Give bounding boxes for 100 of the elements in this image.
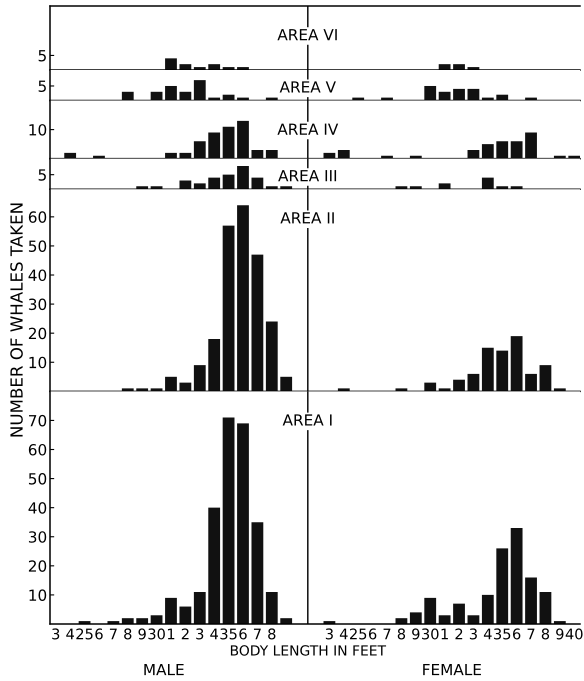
bar [179, 382, 192, 392]
x-tick-label: 4 [210, 628, 218, 640]
x-tick-label: 8 [398, 628, 406, 640]
bar [496, 94, 508, 101]
bar [237, 205, 249, 392]
bar [525, 577, 537, 624]
x-tick-label: 3 [326, 628, 333, 640]
x-tick-label: 3 [470, 628, 477, 640]
bar [266, 322, 278, 392]
bar [194, 80, 206, 101]
x-tick-label: 9 [138, 628, 146, 640]
bar [179, 92, 192, 101]
bar [482, 348, 494, 392]
bar [208, 132, 220, 159]
bar [266, 592, 278, 624]
y-tick-label: 40 [28, 269, 46, 282]
x-tick-label: 4 [484, 628, 492, 640]
bar [222, 94, 234, 101]
bar [237, 120, 249, 159]
x-tick-label: 6 [239, 628, 247, 640]
y-tick-label: 10 [29, 124, 46, 136]
y-tick-label: 60 [28, 444, 46, 456]
y-tick-label: 30 [28, 298, 46, 310]
bar [222, 418, 234, 624]
x-tick-label: 25 [350, 628, 366, 640]
text: AREA I [282, 414, 332, 426]
bar [208, 338, 220, 392]
bar [482, 594, 494, 624]
bar [453, 88, 465, 101]
y-axis-title: NUMBER OF WHALES TAKEN [10, 204, 23, 436]
bar [424, 598, 436, 624]
y-tick-label: 20 [28, 328, 46, 340]
x-tick-label: 25 [76, 628, 93, 640]
x-axis-title: BODY LENGTH IN FEET [230, 645, 386, 656]
y-tick-label: 60 [28, 211, 46, 223]
bar [165, 376, 177, 392]
bar [510, 528, 523, 624]
bar [179, 180, 192, 190]
bar [468, 150, 480, 159]
bar [453, 604, 465, 624]
x-tick-label: 30 [422, 628, 439, 640]
bar [510, 336, 523, 392]
x-tick-label: 7 [110, 628, 117, 640]
x-tick-label: 30 [148, 628, 165, 640]
bar [496, 548, 508, 624]
y-tick-label: 10 [29, 356, 46, 368]
text: AREA III [278, 170, 336, 182]
text: MALE [144, 664, 184, 676]
x-tick-label: 8 [268, 628, 276, 640]
y-tick-label: 10 [29, 589, 46, 601]
text: AREA IV [277, 124, 338, 135]
bar [150, 92, 162, 101]
text: AREA V [280, 81, 336, 93]
bar [438, 92, 451, 101]
text: AREA II [280, 212, 334, 224]
bar [468, 374, 480, 392]
y-tick-label: 70 [29, 414, 46, 426]
y-tick-label: 50 [28, 473, 46, 485]
x-tick-label: 3 [52, 628, 60, 640]
x-tick-label: 6 [368, 628, 376, 640]
bar [194, 592, 206, 624]
bar [280, 376, 292, 392]
bar [165, 86, 177, 101]
bar [208, 508, 220, 624]
x-tick-label: 8 [542, 628, 550, 640]
x-tick-label: 3 [196, 628, 204, 640]
x-tick-label: 9 [412, 628, 420, 640]
bar [540, 365, 552, 392]
bar [453, 380, 465, 392]
x-tick-label: 6 [513, 628, 520, 640]
x-tick-label: 7 [528, 628, 534, 640]
bar [237, 423, 249, 624]
y-tick-label: 40 [28, 502, 46, 514]
x-tick-label: 40 [566, 628, 583, 640]
y-tick-label: 50 [28, 240, 46, 252]
bar [194, 365, 206, 392]
bar [222, 126, 234, 159]
x-tick-label: 9 [556, 628, 564, 640]
x-tick-label: 8 [124, 628, 132, 640]
bar [482, 144, 494, 159]
x-tick-label: 1 [168, 628, 174, 640]
bar [165, 598, 177, 624]
bar [496, 350, 508, 392]
x-tick-label: 2 [455, 628, 462, 640]
bar [424, 86, 436, 101]
bar [251, 254, 264, 392]
x-tick-label: 4 [340, 628, 348, 640]
x-tick-label: 6 [95, 628, 103, 640]
text: AREA VI [277, 29, 337, 40]
y-tick-label: 5 [38, 169, 46, 181]
bar [251, 150, 264, 159]
text: FEMALE [423, 664, 481, 676]
y-tick-label: 30 [28, 531, 46, 543]
bar [496, 141, 508, 159]
x-tick-label: 4 [66, 628, 74, 640]
x-tick-label: 1 [442, 628, 448, 640]
y-tick-label: 5 [38, 50, 46, 62]
x-tick-label: 7 [384, 628, 390, 640]
y-tick-label: 20 [28, 560, 46, 572]
bar [540, 592, 552, 624]
